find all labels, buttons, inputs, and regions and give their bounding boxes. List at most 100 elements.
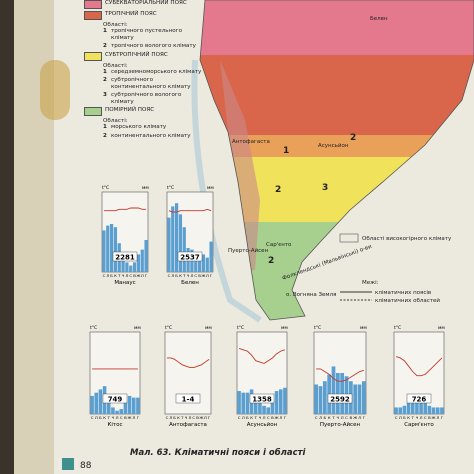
station-name: Пуерто-Айсен — [320, 421, 361, 428]
month-label: К — [407, 415, 410, 420]
key-label: Межі: — [362, 280, 379, 286]
month-label: Ч — [259, 415, 262, 420]
legend-label: ТРОПІЧНИЙ ПОЯС — [105, 11, 157, 17]
month-label: Т — [117, 273, 121, 278]
month-label: С — [267, 415, 270, 420]
precip-bar — [197, 252, 202, 272]
precip-bar — [125, 262, 129, 272]
month-label: К — [328, 415, 331, 420]
month-label: Л — [358, 415, 361, 420]
precip-bar — [423, 402, 428, 414]
precip-bar — [115, 410, 119, 414]
ocean — [191, 59, 262, 323]
precip-total: 2281 — [115, 254, 135, 262]
precip-bar — [435, 407, 440, 414]
precip-bar — [136, 254, 141, 272]
station-name: Антофагаста — [169, 422, 207, 428]
month-label: С — [166, 415, 169, 420]
month-label: Л — [116, 415, 119, 420]
coastline — [199, 0, 474, 321]
legend-label: ПОМІРНИЙ ПОЯС — [105, 107, 155, 114]
month-label: Л — [319, 415, 322, 420]
precip-bar — [194, 252, 198, 272]
total-box — [249, 393, 275, 404]
precip-bar — [410, 399, 415, 414]
precip-bar — [167, 217, 171, 272]
month-label: Б — [246, 415, 249, 420]
precip-bar — [201, 254, 206, 272]
region-number: 3 — [322, 183, 328, 193]
month-label: Ж — [275, 415, 280, 420]
key-label: кліматичних поясів — [375, 290, 431, 296]
total-box — [177, 251, 203, 262]
month-label: Т — [331, 415, 335, 420]
temp-line — [395, 356, 443, 377]
precip-bar — [129, 265, 133, 272]
precip-bar — [102, 230, 106, 272]
month-label: С — [120, 415, 123, 420]
precip-bar — [322, 381, 327, 414]
month-label: С — [91, 415, 94, 420]
month-label: Л — [132, 415, 135, 420]
month-label: С — [103, 273, 106, 278]
month-label: Л — [206, 273, 209, 278]
precip-bar — [119, 409, 124, 414]
month-label: Ж — [136, 273, 141, 278]
month-label: С — [194, 273, 197, 278]
city-label: Сар'єнто — [266, 242, 292, 248]
axis-unit: мм — [134, 326, 141, 331]
precip-total: 2537 — [180, 254, 200, 262]
axis-unit: t°C — [165, 325, 172, 331]
precip-bar — [109, 224, 114, 272]
month-label: Г — [210, 273, 213, 278]
month-label: К — [250, 415, 253, 420]
legend-label: тропічного пустельного клімату — [111, 28, 183, 41]
month-label: Ч — [416, 415, 419, 420]
month-label: Б — [110, 273, 113, 278]
legend-label: тропічного вологого клімату — [111, 43, 196, 50]
precip-bar — [314, 384, 319, 414]
city-label: Пуерто-Айсен — [228, 247, 269, 254]
temp-line — [238, 347, 286, 364]
legend-number: 2 — [103, 43, 107, 50]
precip-bar — [353, 384, 358, 414]
month-label: В — [198, 273, 201, 278]
precip-bar — [331, 366, 336, 414]
month-label: В — [124, 415, 127, 420]
total-box — [102, 393, 128, 404]
month-label: Б — [99, 415, 102, 420]
axis-unit: t°C — [237, 325, 244, 331]
month-label: Ж — [432, 415, 437, 420]
axis-unit: мм — [207, 186, 214, 191]
legend-number: 1 — [103, 69, 107, 76]
precip-bar — [335, 373, 340, 414]
precip-bar — [144, 240, 148, 272]
precip-bar — [171, 206, 175, 272]
legend-number: 1 — [103, 124, 107, 131]
precip-bar — [106, 394, 111, 414]
key-label: Області високогірного клімату — [362, 236, 452, 242]
month-label: С — [345, 415, 348, 420]
month-label: Л — [399, 415, 402, 420]
precip-total: 749 — [108, 396, 123, 404]
axis-unit: мм — [438, 326, 445, 331]
month-label: Т — [107, 415, 111, 420]
precip-bar — [94, 392, 99, 414]
legend-number: 1 — [103, 28, 107, 35]
precip-bar — [241, 392, 246, 414]
precip-bar — [262, 405, 266, 414]
precip-bar — [209, 241, 213, 272]
page-number: 88 — [80, 461, 92, 471]
month-label: Л — [190, 273, 193, 278]
precip-bar — [205, 257, 209, 272]
month-label: Г — [363, 415, 366, 420]
precip-bar — [253, 394, 258, 414]
month-label: Л — [171, 273, 174, 278]
month-label: С — [238, 415, 241, 420]
month-label: Б — [403, 415, 406, 420]
precip-total: 2592 — [330, 396, 350, 404]
total-box — [112, 251, 138, 262]
legend-label: субтропічного континентального клімату — [111, 77, 191, 90]
month-label: Б — [173, 415, 176, 420]
